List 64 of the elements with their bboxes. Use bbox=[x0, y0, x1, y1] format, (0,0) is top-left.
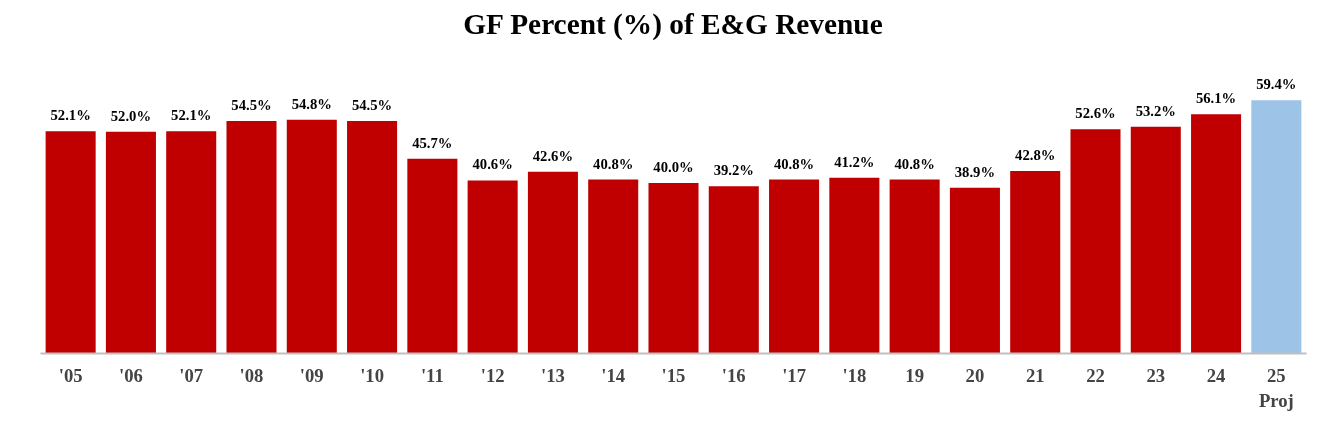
x-tick-label: '11 bbox=[420, 364, 444, 386]
x-tick-label: '08 bbox=[239, 364, 264, 386]
bar bbox=[1070, 129, 1121, 354]
data-label: 42.8% bbox=[1015, 147, 1056, 163]
bar bbox=[829, 177, 880, 354]
x-tick-label: 20 bbox=[965, 364, 985, 386]
data-label: 41.2% bbox=[834, 153, 875, 170]
data-label: 40.8% bbox=[894, 155, 935, 172]
x-tick-label: 22 bbox=[1086, 364, 1105, 386]
x-tick-label: '09 bbox=[299, 364, 324, 386]
x-tick-label: '15 bbox=[661, 364, 686, 386]
data-label: 45.7% bbox=[412, 134, 453, 151]
x-tick-label: '05 bbox=[58, 364, 83, 386]
bar bbox=[769, 179, 820, 354]
data-label: 52.1% bbox=[171, 107, 212, 124]
bar bbox=[1251, 100, 1302, 354]
x-tick-label: '13 bbox=[541, 364, 565, 386]
data-label: 38.9% bbox=[954, 163, 996, 180]
data-label: 52.0% bbox=[110, 107, 152, 124]
data-label: 42.6% bbox=[532, 147, 574, 164]
bar bbox=[889, 179, 940, 354]
x-tick-label: '10 bbox=[360, 364, 384, 386]
x-tick-label: 24 bbox=[1206, 364, 1226, 386]
bar bbox=[286, 119, 337, 354]
bar bbox=[166, 131, 217, 354]
data-label: 56.1% bbox=[1195, 90, 1237, 107]
bar bbox=[407, 158, 458, 354]
data-label: 54.5% bbox=[351, 97, 393, 114]
bar bbox=[1010, 171, 1061, 354]
bar bbox=[467, 180, 518, 354]
data-label: 40.8% bbox=[593, 155, 634, 172]
bar bbox=[648, 182, 699, 354]
bar bbox=[105, 131, 156, 354]
chart-title: GF Percent (%) of E&G Revenue bbox=[463, 7, 883, 41]
x-tick-label: '18 bbox=[842, 364, 867, 386]
data-label: 52.6% bbox=[1075, 105, 1116, 122]
data-label: 40.6% bbox=[472, 156, 513, 173]
data-label: 54.5% bbox=[231, 97, 272, 114]
data-label: 53.2% bbox=[1135, 102, 1176, 119]
data-label: 39.2% bbox=[713, 162, 754, 179]
x-tick-label: 19 bbox=[905, 364, 924, 386]
data-label: 59.4% bbox=[1256, 76, 1297, 93]
x-tick-label: '07 bbox=[179, 364, 204, 386]
x-tick-label: '14 bbox=[601, 364, 626, 386]
bar bbox=[45, 131, 96, 354]
bar bbox=[1191, 114, 1242, 354]
data-label: 52.1% bbox=[50, 107, 91, 124]
x-tick-label: '17 bbox=[782, 364, 806, 386]
x-tick-label: '06 bbox=[119, 364, 143, 386]
x-tick-label: '16 bbox=[721, 364, 746, 386]
x-tick-label: 25 Proj bbox=[1258, 364, 1294, 411]
bar bbox=[708, 186, 759, 354]
bar bbox=[949, 187, 1000, 354]
data-label: 40.0% bbox=[653, 158, 694, 175]
bar bbox=[527, 171, 578, 354]
x-tick-label: '12 bbox=[480, 364, 505, 386]
bar bbox=[226, 121, 277, 354]
x-tick-label: 21 bbox=[1025, 364, 1045, 386]
data-label: 40.8% bbox=[773, 155, 815, 172]
bar bbox=[1130, 126, 1181, 354]
data-label: 54.8% bbox=[291, 95, 332, 112]
bar bbox=[588, 179, 639, 354]
x-tick-label: 23 bbox=[1146, 364, 1166, 386]
bar bbox=[347, 121, 398, 354]
